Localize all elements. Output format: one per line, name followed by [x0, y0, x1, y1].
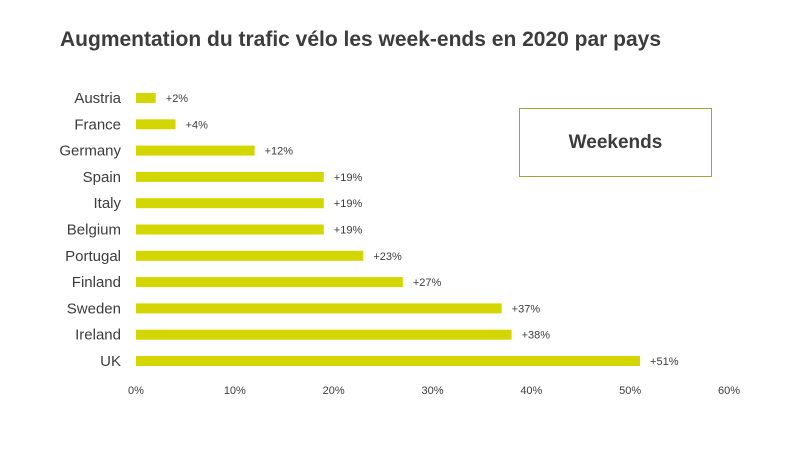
- legend-box: Weekends: [519, 108, 712, 177]
- bar: [136, 119, 176, 130]
- bar: [136, 250, 364, 261]
- category-label: Germany: [59, 143, 121, 160]
- category-label: Belgium: [67, 222, 121, 239]
- bar: [136, 356, 641, 366]
- category-label: Austria: [74, 90, 121, 107]
- bar: [136, 224, 324, 235]
- legend-label: Weekends: [568, 131, 663, 153]
- x-tick-label: 50%: [619, 385, 641, 397]
- category-label: Italy: [93, 195, 121, 212]
- category-label: Finland: [72, 274, 121, 291]
- bar: [136, 303, 502, 314]
- x-tick-label: 40%: [520, 385, 542, 397]
- data-label: +51%: [650, 356, 679, 368]
- data-label: +37%: [512, 303, 541, 315]
- bar: [136, 198, 324, 209]
- category-label: UK: [100, 353, 121, 370]
- bar: [136, 145, 255, 156]
- category-label: Ireland: [75, 327, 121, 344]
- x-tick-label: 30%: [421, 385, 443, 397]
- bar: [136, 93, 156, 103]
- x-tick-label: 0%: [128, 385, 144, 397]
- bar: [136, 277, 403, 288]
- data-label: +27%: [413, 277, 442, 289]
- data-label: +23%: [373, 251, 402, 263]
- data-label: +19%: [334, 225, 363, 237]
- data-label: +4%: [186, 119, 209, 131]
- bar: [136, 329, 512, 340]
- x-tick-label: 20%: [323, 385, 345, 397]
- x-tick-label: 10%: [224, 385, 246, 397]
- category-label: Spain: [83, 169, 121, 186]
- data-label: +19%: [334, 172, 363, 184]
- category-label: Sweden: [67, 300, 121, 317]
- data-label: +38%: [522, 330, 551, 342]
- chart-title: Augmentation du trafic vélo les week-end…: [60, 28, 662, 51]
- category-label: Portugal: [65, 248, 121, 265]
- data-label: +19%: [334, 198, 363, 210]
- data-label: +12%: [265, 146, 294, 158]
- bar: [136, 171, 324, 182]
- category-label: France: [74, 116, 121, 133]
- data-label: +2%: [166, 93, 189, 105]
- x-tick-label: 60%: [718, 385, 740, 397]
